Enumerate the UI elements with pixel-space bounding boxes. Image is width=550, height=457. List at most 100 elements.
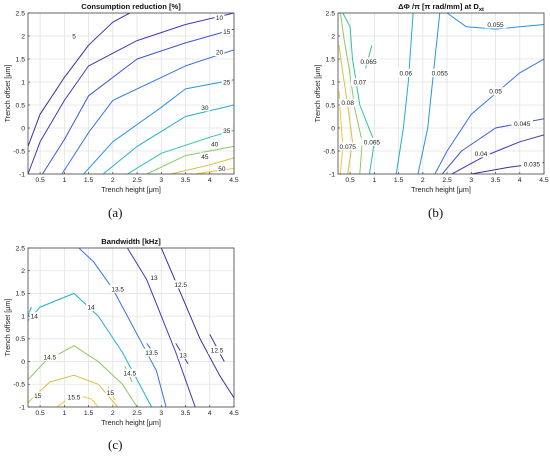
contour-label-2: 0.045 (514, 121, 531, 128)
y-tick-label-0: -1 (19, 404, 25, 411)
contour-label-3: 20 (216, 50, 224, 57)
contour-label-bg-6 (397, 68, 415, 77)
y-axis-label: Trench offset [μm] (313, 65, 322, 123)
y-tick-label-5: 1.5 (16, 56, 26, 63)
contour-label-bg-0 (71, 32, 77, 40)
contour-label-bg-7 (209, 140, 220, 149)
contour-label-0: 12.5 (174, 282, 187, 289)
contour-label-bg-9 (216, 164, 227, 173)
x-tick-label-5: 3 (159, 410, 163, 417)
contour-label-bg-1 (472, 149, 490, 158)
contour-label-7: 0.065 (364, 139, 381, 146)
x-tick-label-1: 1 (62, 177, 66, 184)
contour-label-8: 14.5 (43, 355, 56, 362)
contour-label-bg-11 (338, 98, 357, 107)
contour-label-bg-3 (486, 87, 505, 96)
contour-label-bg-10 (32, 391, 43, 400)
y-tick-label-1: -0.5 (323, 148, 335, 155)
x-tick-label-3: 2 (421, 177, 425, 184)
y-tick-label-7: 2.5 (16, 245, 26, 252)
chart-title: ΔΦ /π [π rad/mm] at Dxt (398, 2, 484, 13)
x-tick-label-6: 3.5 (181, 177, 191, 184)
x-tick-label-4: 2.5 (442, 177, 452, 184)
panel-a: 5 10 15 20 25 30 35 40 45 50 0.5 1 1.5 2 2.5 3 3.5 4 4.5 -1… (0, 0, 275, 228)
contour-line-10 (28, 374, 119, 407)
contour-label-6: 0.06 (400, 70, 413, 77)
x-tick-label-7: 4 (518, 177, 522, 184)
contour-label-bg-7 (29, 312, 40, 321)
contour-line-4 (83, 79, 234, 174)
x-tick-label-5: 3 (159, 177, 163, 184)
y-tick-label-6: 2 (21, 33, 25, 40)
contour-label-bg-9 (351, 78, 369, 86)
contour-label-3: 13 (179, 352, 187, 359)
caption-b: (b) (428, 205, 444, 220)
contour-line-1 (28, 13, 234, 174)
contour-lines (28, 248, 234, 407)
contour-label-bg-10 (336, 142, 359, 151)
contour-label-bg-1 (208, 346, 226, 355)
contour-label-9: 14.5 (123, 370, 136, 377)
contour-lines (338, 13, 544, 174)
x-tick-label-4: 2.5 (132, 410, 142, 417)
contour-label-2: 15 (223, 29, 231, 36)
y-tick-label-3: 0.5 (326, 102, 336, 109)
contour-lines (28, 13, 234, 174)
contour-label-bg-8 (357, 57, 380, 66)
contour-label-bg-3 (214, 48, 225, 57)
y-tick-label-5: 1.5 (326, 56, 336, 63)
panel-c: 12.5 12.5 13 13 13.5 13.5 14 14 14.5 14.5 15 15 15.5… (0, 228, 275, 457)
caption-c: (c) (108, 437, 123, 452)
y-tick-label-6: 2 (331, 33, 335, 40)
y-tick-label-4: 1 (21, 79, 25, 86)
contour-label-4: 25 (223, 80, 231, 87)
contour-label-1: 10 (216, 15, 224, 22)
contour-line-9 (339, 13, 363, 174)
contour-label-6: 14 (87, 305, 95, 312)
contour-line-7 (146, 145, 234, 174)
x-tick-label-6: 3.5 (491, 177, 501, 184)
plot-frame (27, 247, 235, 408)
x-tick-label-1: 1 (372, 177, 376, 184)
contour-line-0 (160, 248, 234, 399)
chart-b-svg: 0.035 0.04 0.045 0.05 0.055 0.055 0.06 0.065 0.0… (313, 2, 549, 194)
contour-label-10: 15 (34, 393, 42, 400)
caption-a: (a) (108, 205, 123, 220)
x-tick-label-6: 3.5 (181, 410, 191, 417)
y-tick-label-2: 0 (21, 125, 25, 132)
contour-line-8 (28, 345, 138, 407)
x-axis-label: Trench height [μm] (411, 185, 471, 194)
contour-label-8: 0.065 (360, 59, 377, 66)
contour-label-2: 13 (150, 275, 158, 282)
y-tick-label-6: 2 (21, 268, 25, 275)
y-tick-label-2: 0 (21, 359, 25, 366)
contour-label-11: 15 (107, 390, 115, 397)
contour-line-8 (170, 157, 234, 174)
plot-frame (27, 12, 235, 175)
x-tick-label-3: 2 (111, 410, 115, 417)
contour-label-11: 0.08 (341, 100, 354, 107)
x-tick-label-7: 4 (208, 410, 212, 417)
y-tick-label-4: 1 (331, 79, 335, 86)
chart-title: Bandwidth [kHz] (101, 237, 161, 246)
x-tick-label-8: 4.5 (539, 177, 549, 184)
contour-label-8: 45 (201, 154, 209, 161)
contour-label-9: 50 (218, 166, 226, 173)
contour-line-3 (434, 58, 544, 174)
y-tick-label-0: -1 (19, 171, 25, 178)
contour-label-bg-12 (65, 393, 83, 402)
contour-line-4 (78, 248, 167, 407)
contour-label-0: 5 (72, 34, 76, 41)
x-tick-label-3: 2 (111, 177, 115, 184)
contour-label-bg-7 (361, 137, 383, 146)
x-tick-label-2: 1.5 (84, 177, 94, 184)
contour-line-2 (126, 248, 196, 407)
contour-label-3: 0.05 (489, 89, 502, 96)
contour-label-bg-6 (221, 126, 232, 135)
contour-label-bg-4 (429, 68, 451, 77)
contour-line-4 (417, 13, 441, 174)
y-axis-label: Trench offset [μm] (3, 65, 12, 123)
x-tick-label-1: 1 (62, 410, 66, 417)
